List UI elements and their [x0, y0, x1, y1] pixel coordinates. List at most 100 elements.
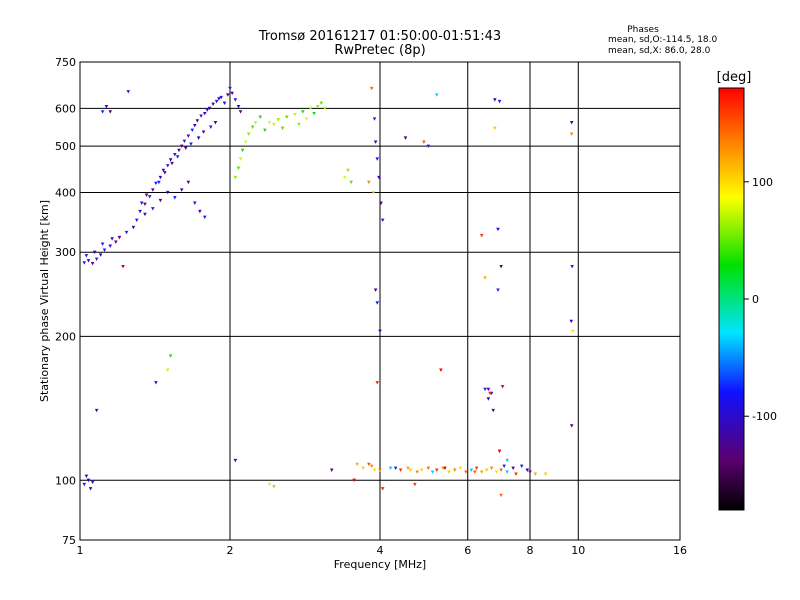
- data-point: [496, 288, 500, 292]
- data-point: [272, 122, 276, 127]
- data-point: [369, 86, 374, 91]
- data-point: [154, 381, 158, 385]
- data-point: [312, 111, 316, 116]
- data-point: [489, 466, 494, 470]
- data-point: [367, 462, 371, 467]
- data-point: [226, 93, 230, 97]
- data-point: [98, 253, 103, 257]
- data-point: [102, 248, 107, 252]
- data-point: [569, 424, 574, 428]
- data-point: [474, 466, 479, 470]
- data-point: [207, 106, 212, 111]
- data-point: [426, 466, 431, 470]
- data-point: [497, 449, 502, 454]
- data-point: [182, 139, 187, 144]
- data-point: [349, 180, 353, 185]
- data-point: [151, 207, 155, 211]
- data-point: [163, 171, 167, 175]
- data-point: [372, 468, 377, 472]
- grid-lines: [80, 62, 680, 540]
- data-point: [139, 201, 144, 205]
- data-point: [82, 261, 87, 265]
- chart-title: Tromsø 20161217 01:50:00-01:51:43: [258, 29, 501, 44]
- x-tick-label: 4: [377, 544, 384, 557]
- data-point: [117, 235, 122, 240]
- data-point: [486, 397, 491, 401]
- x-tick-label: 8: [527, 544, 534, 557]
- data-point: [267, 482, 272, 487]
- data-point: [569, 319, 574, 324]
- data-point: [464, 470, 468, 474]
- data-point: [250, 125, 255, 129]
- x-tick-label: 1: [77, 544, 84, 557]
- data-point: [525, 468, 530, 472]
- data-point: [373, 140, 378, 144]
- data-point: [243, 140, 248, 144]
- data-point: [165, 190, 170, 195]
- stats-heading: Phases: [627, 25, 659, 35]
- data-point: [378, 329, 382, 334]
- data-point: [329, 468, 334, 472]
- data-point: [88, 487, 93, 491]
- data-point: [131, 225, 136, 230]
- data-point: [380, 218, 385, 223]
- data-point: [375, 157, 380, 161]
- colorbar-tick-label: -100: [752, 410, 777, 423]
- data-point: [92, 250, 97, 255]
- data-point: [483, 387, 487, 392]
- data-point: [484, 468, 489, 472]
- data-point: [499, 468, 503, 472]
- data-point: [143, 212, 147, 217]
- colorbar: [deg] -100 0 100: [717, 70, 777, 511]
- data-point: [263, 128, 267, 132]
- colorbar-tick-label: 0: [752, 293, 759, 306]
- data-point: [238, 110, 243, 114]
- y-tick-label: 750: [55, 56, 76, 69]
- chart-subtitle: RwPretec (8p): [334, 43, 425, 58]
- data-point: [236, 105, 241, 109]
- data-point: [198, 209, 202, 214]
- data-point: [90, 480, 95, 485]
- data-point: [377, 175, 381, 180]
- data-point: [280, 126, 285, 131]
- data-point: [134, 218, 139, 223]
- data-point: [293, 113, 297, 117]
- data-point: [201, 130, 206, 134]
- data-point: [183, 146, 188, 151]
- data-point: [84, 254, 89, 258]
- data-point: [569, 121, 574, 125]
- stats-line-o: mean, sd,O:-114.5, 18.0: [608, 35, 718, 45]
- data-point: [406, 466, 410, 470]
- colorbar-label: [deg]: [717, 70, 752, 85]
- data-point: [493, 126, 497, 131]
- data-point: [543, 472, 548, 476]
- data-point: [165, 164, 170, 168]
- y-tick-label: 600: [55, 102, 76, 115]
- data-point: [158, 175, 163, 180]
- data-point: [415, 470, 419, 474]
- data-point: [473, 470, 477, 474]
- data-point: [379, 201, 383, 205]
- data-point: [208, 125, 213, 129]
- data-point: [108, 244, 113, 248]
- data-point: [511, 466, 515, 470]
- data-point: [168, 354, 173, 358]
- data-point: [217, 97, 221, 101]
- data-point: [369, 464, 374, 469]
- data-point: [570, 264, 574, 269]
- data-point: [373, 288, 378, 292]
- data-point: [179, 144, 184, 148]
- data-point: [253, 121, 258, 125]
- data-point: [380, 487, 385, 491]
- data-point: [458, 466, 463, 470]
- data-point: [214, 99, 219, 104]
- data-point: [230, 91, 234, 96]
- data-point: [505, 458, 509, 463]
- data-point: [426, 144, 431, 148]
- data-point: [233, 98, 238, 102]
- data-point: [469, 468, 474, 472]
- data-point: [94, 257, 99, 262]
- colorbar-ticks: -100 0 100: [744, 176, 777, 423]
- data-point: [193, 201, 197, 205]
- x-tick-label: 16: [673, 544, 687, 557]
